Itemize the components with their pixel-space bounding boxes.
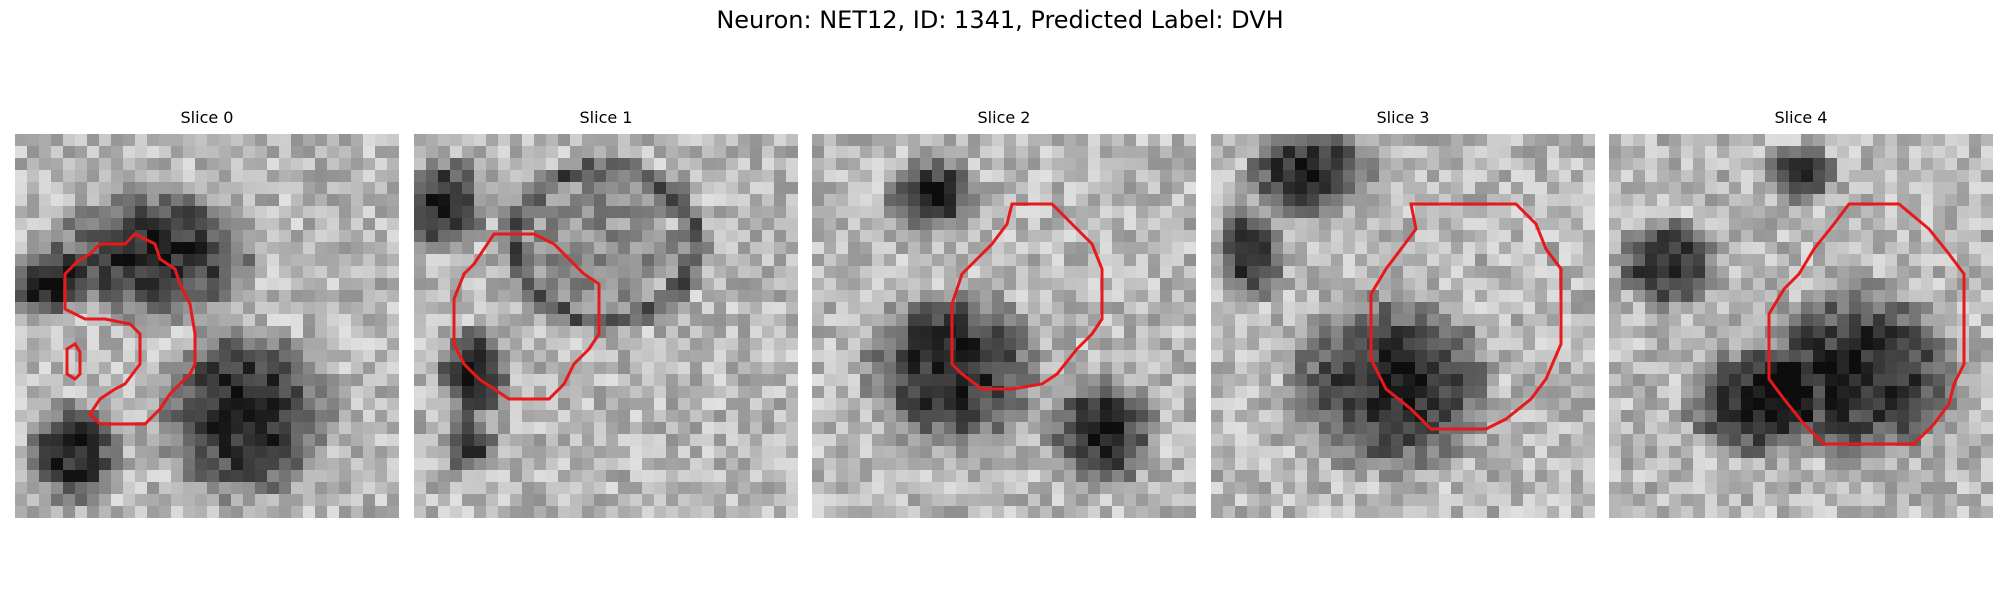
segmentation-contour <box>452 232 601 401</box>
slice-title: Slice 1 <box>579 108 633 127</box>
slice-image <box>812 134 1196 518</box>
slice-title: Slice 2 <box>977 108 1031 127</box>
slice-title: Slice 4 <box>1774 108 1828 127</box>
slice-title: Slice 3 <box>1376 108 1430 127</box>
slice-image <box>1211 134 1595 518</box>
slice-image <box>1609 134 1993 518</box>
slice-image <box>15 134 399 518</box>
segmentation-contour <box>1369 202 1563 431</box>
segmentation-contour <box>950 202 1104 391</box>
segmentation-contour <box>1767 202 1966 446</box>
slice-title: Slice 0 <box>180 108 234 127</box>
figure-title: Neuron: NET12, ID: 1341, Predicted Label… <box>716 6 1284 34</box>
slice-image <box>414 134 798 518</box>
segmentation-contour <box>63 232 197 426</box>
